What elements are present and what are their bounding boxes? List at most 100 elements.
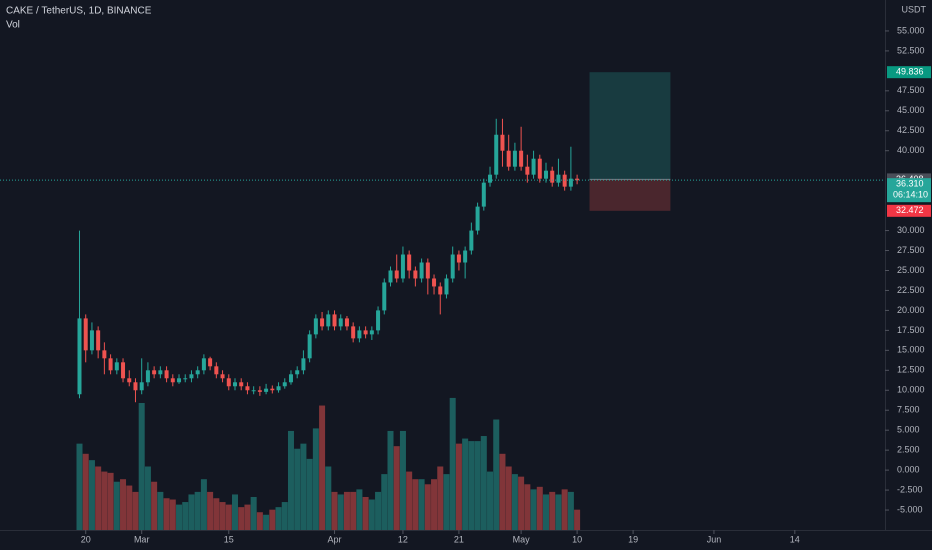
volume-bar <box>144 466 151 530</box>
y-tick-label: 12.500 <box>897 365 925 375</box>
candle-body <box>170 378 175 383</box>
volume-bar <box>275 507 282 530</box>
candle-body <box>394 270 399 279</box>
volume-bar <box>350 491 357 530</box>
candle-body <box>208 358 213 367</box>
candle-body <box>326 314 331 327</box>
volume-bar <box>412 479 419 530</box>
x-tick-label: Jun <box>707 534 722 544</box>
volume-bar <box>151 481 158 530</box>
candle-body <box>307 334 312 359</box>
volume-bar <box>238 507 245 530</box>
candle-body <box>500 134 505 151</box>
candle-body <box>525 166 530 175</box>
candle-body <box>158 370 163 375</box>
volume-bar <box>76 443 83 530</box>
candle-body <box>388 270 393 283</box>
volume-bar <box>176 504 183 530</box>
candle-body <box>220 374 225 379</box>
volume-bar <box>138 403 145 530</box>
volume-bar <box>300 443 307 530</box>
candle-body <box>494 134 499 175</box>
volume-bar <box>480 436 487 530</box>
candle-body <box>363 330 368 335</box>
x-tick-label: 12 <box>398 534 408 544</box>
y-tick-label: 25.000 <box>897 265 925 275</box>
countdown-label: 06:14:10 <box>893 190 928 200</box>
volume-bar <box>381 474 388 530</box>
volume-bar <box>200 479 207 530</box>
stop-label-bg <box>887 204 931 217</box>
volume-bar <box>393 446 400 530</box>
candle-body <box>400 254 405 279</box>
volume-bar <box>536 486 543 530</box>
volume-bar <box>225 504 232 530</box>
x-tick-label: May <box>513 534 531 544</box>
candle-body <box>164 370 169 379</box>
candle-body <box>425 262 430 279</box>
volume-bar <box>574 509 581 530</box>
y-tick-label: 20.000 <box>897 305 925 315</box>
x-tick-label: 19 <box>628 534 638 544</box>
candle-body <box>102 350 107 359</box>
volume-bar <box>387 430 394 530</box>
volume-bar <box>524 484 531 530</box>
candle-body <box>469 230 474 251</box>
volume-bar <box>362 496 369 530</box>
volume-bar <box>543 494 550 530</box>
volume-bar <box>287 430 294 530</box>
plot: -5.000 -2.500 0.000 2.500 5.000 7.500 10.000 12… <box>0 25 925 544</box>
target-label-bg <box>887 66 931 79</box>
candle-body <box>232 382 237 387</box>
candle-body <box>89 330 94 351</box>
volume-bar <box>343 491 350 530</box>
y-tick-label: 40.000 <box>897 145 925 155</box>
x-tick-label: 14 <box>790 534 800 544</box>
candle-body <box>189 374 194 379</box>
candle-body <box>438 286 443 295</box>
volume-bar <box>219 502 226 530</box>
volume-bar <box>443 474 450 530</box>
y-tick-label: -2.500 <box>897 484 923 494</box>
y-tick-label: 2.500 <box>897 445 920 455</box>
last-price-label-bg <box>887 178 931 203</box>
volume-bar <box>561 489 568 530</box>
volume-bar <box>82 453 89 530</box>
volume-bar <box>437 466 444 530</box>
y-tick-label: 17.500 <box>897 325 925 335</box>
y-tick-label: 47.500 <box>897 85 925 95</box>
y-tick-label: 55.000 <box>897 25 925 35</box>
stop-label: 32.472 <box>896 205 924 215</box>
volume-bar <box>95 466 102 530</box>
volume-bar <box>511 474 518 530</box>
volume-bar <box>169 499 176 530</box>
volume-bar <box>455 443 462 530</box>
candle-body <box>450 254 455 279</box>
volume-bar <box>312 428 319 530</box>
volume-bar <box>126 485 133 530</box>
volume-bar <box>493 419 500 530</box>
volume-bar <box>269 509 276 530</box>
candle-body <box>83 318 88 351</box>
candle-body <box>133 382 138 391</box>
candle-body <box>108 358 113 371</box>
y-tick-label: 42.500 <box>897 125 925 135</box>
volume-bar <box>325 466 332 530</box>
volume-bar <box>549 491 556 530</box>
candle-body <box>444 278 449 295</box>
candle-body <box>201 358 206 371</box>
currency-button[interactable]: USDT <box>902 4 927 14</box>
volume-bar <box>319 405 326 530</box>
volume-bar <box>306 458 313 530</box>
candle-body <box>276 386 281 391</box>
candle-body <box>288 374 293 383</box>
symbol-title: CAKE / TetherUS, 1D, BINANCE <box>6 6 152 17</box>
y-tick-label: 30.000 <box>897 225 925 235</box>
volume-bar <box>294 448 301 530</box>
candle-body <box>301 358 306 371</box>
y-tick-label: 7.500 <box>897 405 920 415</box>
candle-body <box>257 390 262 392</box>
candle-body <box>183 378 188 380</box>
candle-body <box>177 378 182 383</box>
